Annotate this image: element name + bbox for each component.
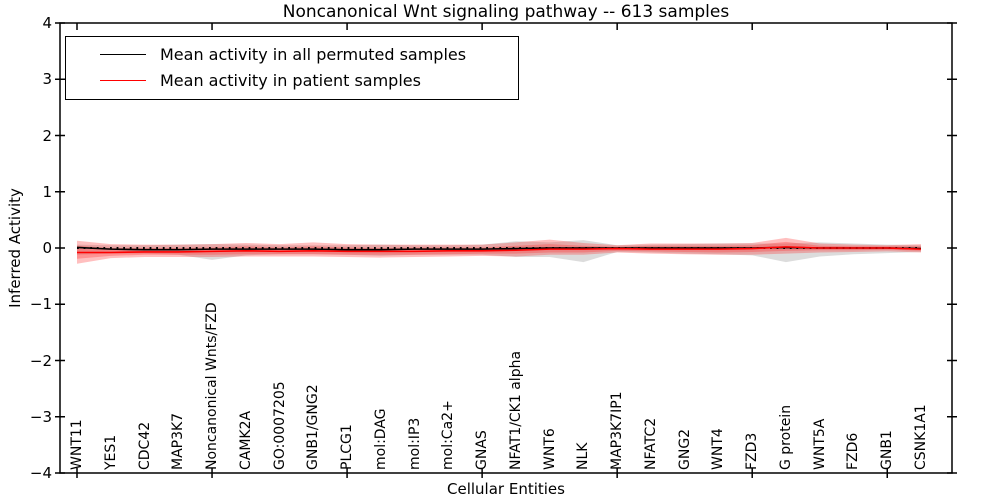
x-tick-label: GNB1/GNG2 [305, 384, 322, 470]
x-tick-label: MAP3K7IP1 [609, 391, 626, 470]
x-tick-label: WNT11 [69, 419, 85, 470]
legend: Mean activity in all permuted samples Me… [65, 36, 519, 100]
y-tick-label: 1 [42, 182, 52, 201]
x-axis-label: Cellular Entities [447, 480, 565, 498]
x-tick-label: YES1 [102, 434, 119, 470]
y-tick-label: 0 [42, 239, 52, 257]
y-tick-label: 3 [42, 70, 52, 89]
x-tick-label: GNG2 [676, 428, 693, 470]
x-tick-label: CAMK2A [237, 410, 254, 470]
y-tick-label: 2 [42, 126, 52, 145]
x-tick-label: GNAS [474, 430, 491, 470]
y-tick-label: 4 [42, 14, 52, 32]
x-tick-label: Noncanonical Wnts/FZD [204, 302, 221, 470]
y-tick-label: −3 [29, 407, 52, 426]
y-tick-label: −2 [29, 351, 52, 370]
permuted-line-sample [100, 53, 146, 55]
x-tick-label: NFATC2 [642, 417, 659, 470]
legend-label-patient: Mean activity in patient samples [160, 70, 421, 90]
y-tick-label: −4 [29, 464, 52, 482]
x-tick-label: G protein [777, 404, 794, 470]
x-tick-label: NLK [575, 442, 592, 470]
x-tick-label: CDC42 [136, 421, 153, 470]
x-tick-label: MAP3K7 [170, 412, 187, 470]
x-tick-label: GO:0007205 [271, 381, 288, 470]
x-tick-label: NFAT1/CK1 alpha [507, 350, 524, 470]
patient-line-sample [100, 79, 146, 81]
x-tick-label: GNB1 [879, 430, 896, 470]
legend-label-permuted: Mean activity in all permuted samples [160, 44, 467, 64]
x-tick-label: mol:Ca2+ [440, 400, 457, 470]
legend-item-patient: Mean activity in patient samples [66, 67, 518, 93]
x-tick-label: mol:DAG [372, 408, 389, 470]
legend-item-permuted: Mean activity in all permuted samples [66, 41, 518, 67]
x-tick-label: FZD6 [845, 432, 862, 470]
x-tick-label: CSNK1A1 [913, 404, 929, 470]
x-tick-label: mol:IP3 [406, 417, 423, 470]
y-tick-label: −1 [29, 295, 52, 314]
x-tick-label: PLCG1 [339, 424, 356, 470]
chart-title: Noncanonical Wnt signaling pathway -- 61… [282, 2, 730, 22]
x-tick-label: FZD3 [744, 432, 761, 470]
x-tick-label: WNT5A [811, 418, 828, 470]
x-tick-label: WNT4 [710, 428, 727, 470]
patient-mean-line [77, 246, 922, 254]
x-tick-label: WNT6 [541, 428, 558, 470]
